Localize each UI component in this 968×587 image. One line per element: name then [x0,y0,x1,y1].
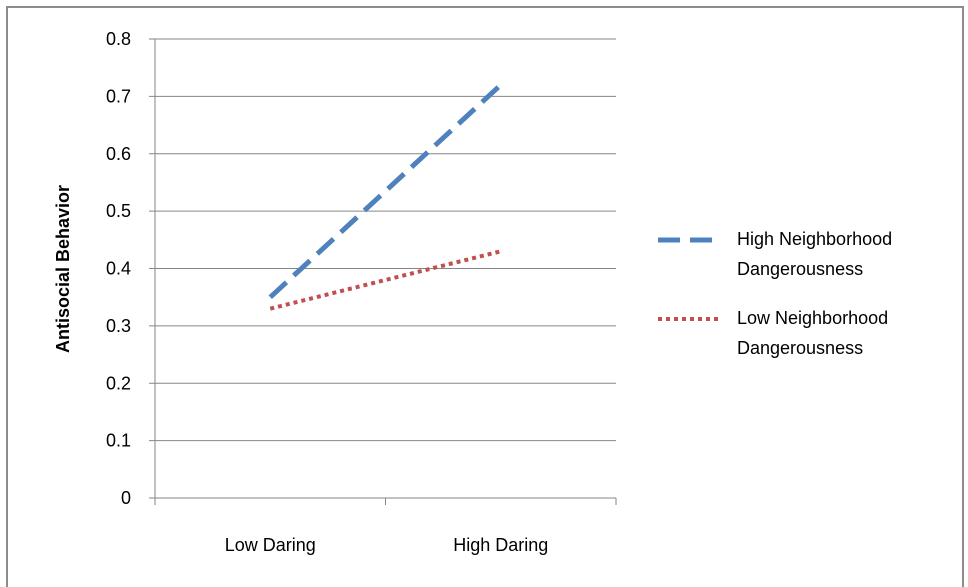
y-axis-title: Antisocial Behavior [53,185,73,353]
legend-label-1: High Neighborhood [737,229,892,249]
x-tick-labels: Low Daring High Daring [225,535,549,555]
legend-label-2: Dangerousness [737,338,863,358]
x-tick-label: High Daring [453,535,548,555]
legend: High Neighborhood Dangerousness Low Neighb… [658,229,892,358]
y-tick-label: 0.8 [106,29,131,49]
y-tick-label: 0.6 [106,144,131,164]
y-tick-label: 0.2 [106,373,131,393]
y-tick-label: 0.5 [106,201,131,221]
series-line-1 [268,83,503,300]
y-tick-label: 0 [121,488,131,508]
axes [149,38,617,505]
y-tick-label: 0.7 [106,86,131,106]
y-tick-label: 0.3 [106,316,131,336]
series-line-2 [269,249,502,311]
legend-label-2: Low Neighborhood [737,308,888,328]
y-tick-labels: 0 0.1 0.2 0.3 0.4 0.5 0.6 0.7 0.8 [106,29,131,508]
x-tick-label: Low Daring [225,535,316,555]
legend-label-1: Dangerousness [737,259,863,279]
y-tick-label: 0.1 [106,431,131,451]
series-lines [268,83,503,311]
y-tick-label: 0.4 [106,259,131,279]
chart-frame [6,6,964,587]
gridlines [155,38,616,442]
